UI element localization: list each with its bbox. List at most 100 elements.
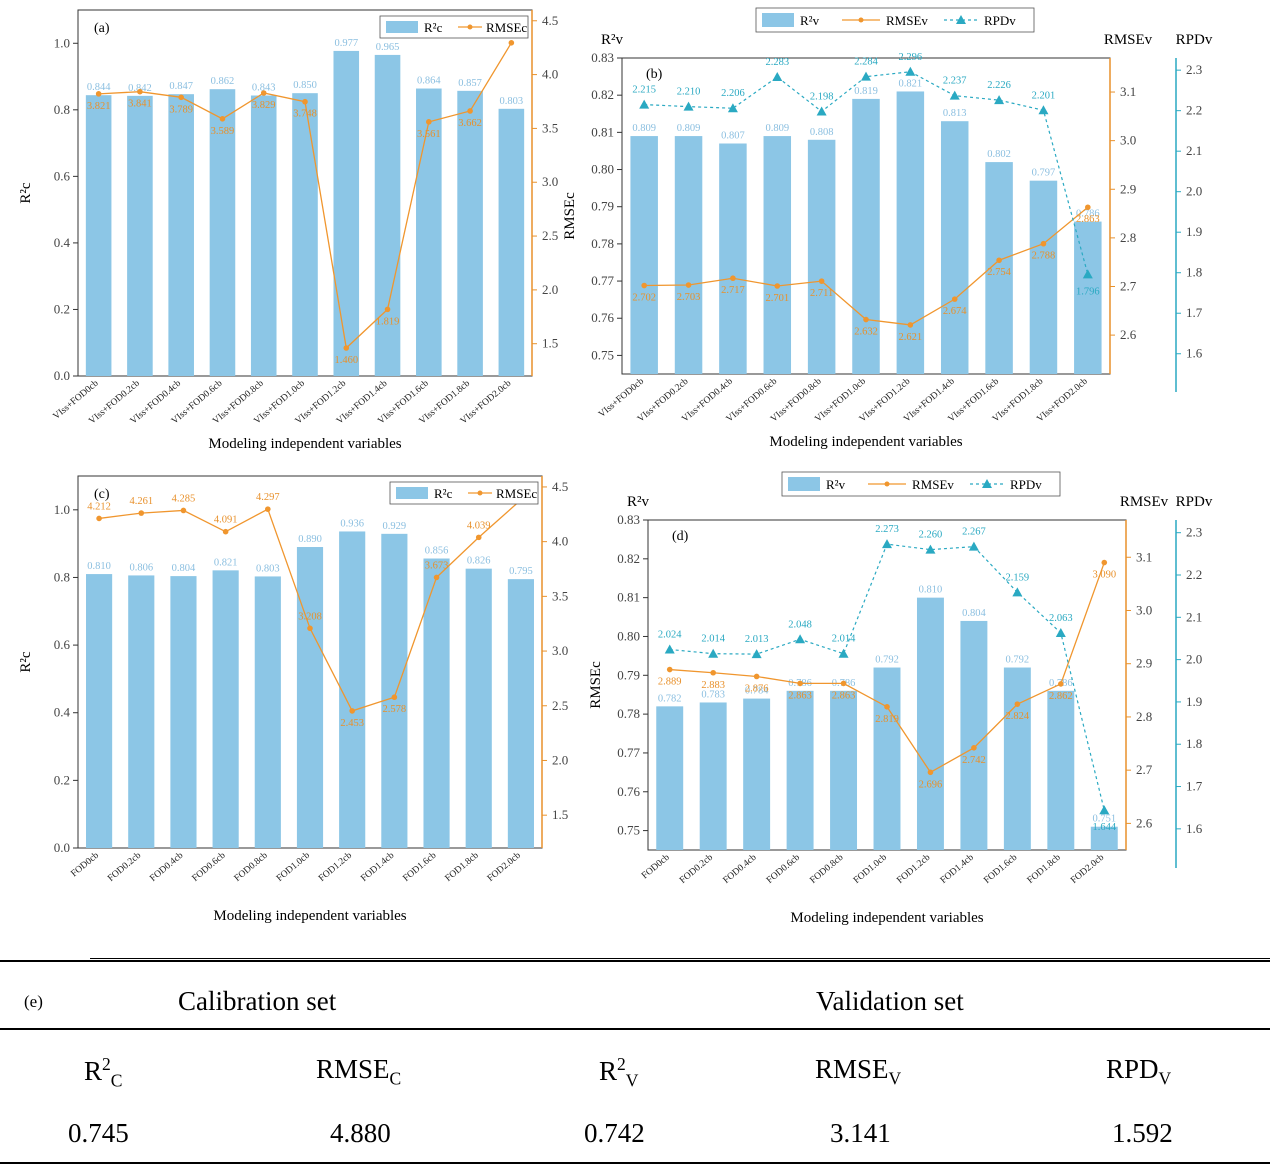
category-label: FOD1.2cb — [895, 852, 932, 885]
rpd-point — [925, 544, 936, 554]
rmse-point — [343, 345, 350, 351]
bar — [339, 531, 366, 848]
x-axis-title: Modeling independent variables — [213, 908, 406, 924]
category-label: FOD1.8cb — [444, 850, 481, 883]
rmse-value-label: 1.819 — [376, 316, 400, 327]
value-r2c: 0.745 — [68, 1118, 129, 1148]
category-label: FOD1.0cb — [275, 850, 312, 883]
rpd-tick-label: 2.2 — [1186, 103, 1202, 118]
rpd-value-label: 2.198 — [810, 91, 834, 102]
right-tick-label: 2.9 — [1120, 181, 1136, 196]
summary-table: (e) Calibration set Validation set R2C R… — [0, 958, 1270, 1168]
rmse-value-label: 4.091 — [214, 515, 238, 526]
left-tick-label: 0.6 — [54, 637, 71, 652]
bar — [763, 136, 792, 374]
rmse-value-label: 3.090 — [1092, 570, 1116, 581]
rmse-point — [260, 90, 267, 96]
legend-bar-label: R²v — [800, 13, 820, 28]
y-axis-top-title: R²v — [627, 494, 650, 510]
rmse-value-label: 2.632 — [854, 327, 878, 338]
left-tick-label: 0.0 — [54, 368, 70, 383]
rpd-value-label: 2.296 — [899, 52, 923, 63]
category-label: FOD0.6cb — [191, 850, 228, 883]
x-axis-title: Modeling independent variables — [208, 436, 401, 452]
y-axis-title: RMSEc — [562, 192, 578, 240]
left-tick-label: 0.77 — [617, 745, 640, 760]
bar-value-label: 0.847 — [169, 81, 193, 92]
value-rmsev: 3.141 — [830, 1118, 891, 1148]
rmse-point — [222, 528, 229, 535]
left-tick-label: 0.8 — [54, 569, 70, 584]
rmse-point — [1085, 204, 1091, 211]
rmse-value-label: 1.460 — [334, 355, 358, 366]
rmse-value-label: 2.578 — [383, 704, 407, 715]
rmse-value-label: 3.208 — [298, 611, 322, 622]
legend-rmse-dot — [884, 481, 890, 487]
rmse-point — [219, 116, 226, 122]
value-r2v: 0.742 — [584, 1118, 645, 1148]
rmse-value-label: 2.862 — [1049, 691, 1073, 702]
left-tick-label: 0.2 — [54, 301, 70, 316]
bar-value-label: 0.809 — [765, 123, 789, 134]
rmse-point — [1040, 240, 1047, 247]
rpd-tick-label: 1.9 — [1186, 694, 1202, 709]
rpd-tick-label: 1.7 — [1186, 305, 1203, 320]
figure-charts: 0.0 0.2 0.4 0.6 0.8 1.0 1.5 2.0 2.5 3.0 3.5 4.0 4.5 0… — [18, 7, 1213, 926]
category-label: FOD2.0cb — [1069, 852, 1106, 885]
rpd-value-label: 2.283 — [765, 57, 789, 68]
right-tick-label: 2.7 — [1136, 762, 1153, 777]
rmse-value-label: 2.703 — [677, 292, 701, 303]
rmse-value-label: 3.673 — [425, 560, 449, 571]
rpd-point — [882, 539, 892, 549]
bar-value-label: 0.751 — [1092, 814, 1116, 825]
panel-tag: (c) — [94, 487, 110, 502]
rmse-value-label: 3.748 — [293, 109, 317, 120]
rmse-point — [710, 669, 716, 676]
legend-rmse-label: RMSEc — [496, 486, 537, 501]
right-tick-label: 2.9 — [1136, 656, 1152, 671]
left-tick-label: 0.76 — [617, 784, 640, 799]
rmse-value-label: 2.453 — [340, 718, 364, 729]
bar — [1090, 826, 1118, 850]
bar-value-label: 0.786 — [1076, 209, 1100, 220]
rmse-value-label: 2.876 — [745, 683, 769, 694]
x-axis-title: Modeling independent variables — [790, 910, 983, 926]
bar-value-label: 0.804 — [962, 608, 986, 619]
left-tick-label: 0.80 — [591, 162, 614, 177]
bar — [852, 98, 880, 375]
left-tick-label: 0.82 — [591, 87, 614, 102]
left-tick-label: 0.83 — [591, 50, 614, 65]
legend-bar-swatch — [386, 21, 418, 33]
rpd-point — [994, 95, 1005, 105]
bar-value-label: 0.843 — [252, 83, 276, 94]
rmse-value-label: 4.039 — [467, 520, 491, 531]
right-tick-label: 3.0 — [1120, 133, 1136, 148]
rmse-value-label: 2.883 — [701, 680, 725, 691]
rpd-point — [1055, 627, 1066, 637]
bar-value-label: 0.842 — [128, 83, 152, 94]
rpd-value-label: 1.644 — [1092, 822, 1116, 833]
bar-value-label: 0.813 — [943, 108, 967, 119]
right-tick-label: 4.5 — [542, 13, 558, 28]
rpd-tick-label: 1.7 — [1186, 779, 1203, 794]
rpd-point — [1099, 805, 1110, 815]
category-label: FOD1.0cb — [852, 852, 889, 885]
bar — [699, 702, 727, 850]
rmse-value-label: 3.789 — [169, 104, 193, 115]
rmse-point — [907, 322, 914, 328]
legend-rmse-dot — [858, 17, 864, 23]
bar-value-label: 0.795 — [509, 566, 533, 577]
y-axis-top-title: R²v — [601, 32, 624, 48]
category-label: FOD1.6cb — [402, 850, 439, 883]
rpd-value-label: 2.210 — [677, 87, 701, 98]
value-rpdv: 1.592 — [1112, 1118, 1173, 1148]
chart-panel-3: 0.0 0.2 0.4 0.6 0.8 1.0 1.5 2.0 2.5 3.0 3.5 4.0 4.5 0… — [18, 475, 568, 924]
rmse-value-label: 2.819 — [875, 714, 899, 725]
rpd-tick-label: 2.0 — [1186, 652, 1202, 667]
rmse-point — [753, 673, 760, 680]
rpd-tick-label: 1.8 — [1186, 736, 1202, 751]
bar-value-label: 0.850 — [293, 80, 317, 91]
rpd-value-label: 2.024 — [658, 629, 682, 640]
rpd-value-label: 2.048 — [788, 619, 812, 630]
rmse-point — [797, 680, 803, 687]
